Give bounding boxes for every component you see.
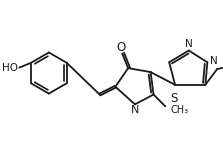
Text: HO: HO	[2, 63, 18, 73]
Text: O: O	[117, 41, 126, 54]
Text: N: N	[210, 56, 218, 66]
Text: N: N	[131, 105, 139, 115]
Text: S: S	[170, 92, 178, 105]
Text: N: N	[185, 39, 193, 49]
Text: CH₃: CH₃	[170, 105, 188, 115]
